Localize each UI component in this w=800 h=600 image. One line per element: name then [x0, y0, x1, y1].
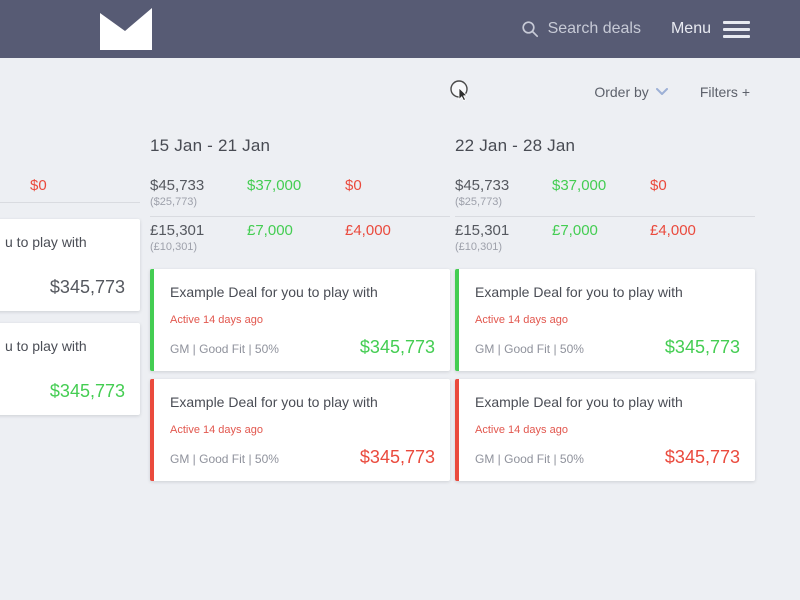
deal-status: Active 14 days ago — [170, 314, 263, 326]
deal-title: u to play with — [5, 338, 87, 354]
stats-divider — [455, 216, 755, 217]
deal-title: Example Deal for you to play with — [170, 394, 378, 410]
menu-button[interactable]: Menu — [671, 20, 750, 38]
stat-total-sub: ($25,773) — [455, 196, 503, 208]
deal-card[interactable]: Example Deal for you to play with Active… — [455, 269, 755, 371]
filters-button[interactable]: Filters + — [700, 84, 750, 100]
search-label: Search deals — [547, 20, 641, 37]
column-stats: $45,733 ($25,773) $37,000 $0 £15,301 (£1… — [150, 178, 450, 253]
stat-total: $45,733 — [455, 177, 510, 194]
week-column-15-21-jan: 15 Jan - 21 Jan $45,733 ($25,773) $37,00… — [150, 136, 450, 489]
deal-value: $345,773 — [49, 381, 125, 401]
deal-card[interactable]: Example Deal for you to play with Active… — [150, 269, 450, 371]
week-title: 22 Jan - 28 Jan — [455, 136, 576, 155]
deal-status: Active 14 days ago — [170, 424, 263, 436]
deal-value: $345,773 — [664, 447, 740, 467]
stat-won: $37,000 — [552, 177, 607, 194]
app-header: Search deals Menu — [0, 0, 800, 58]
deal-meta: GM | Good Fit | 50% — [170, 342, 279, 356]
deal-cards: u to play with $345,773 u to play with $… — [0, 219, 140, 415]
stat-total-sub: (£10,301) — [150, 241, 198, 253]
deal-card[interactable]: Example Deal for you to play with Active… — [150, 379, 450, 481]
deal-meta: GM | Good Fit | 50% — [170, 452, 279, 466]
deal-card[interactable]: Example Deal for you to play with Active… — [455, 379, 755, 481]
order-by-label: Order by — [594, 84, 649, 100]
deal-meta: GM | Good Fit | 50% — [475, 452, 584, 466]
header-actions: Search deals Menu — [521, 0, 750, 58]
chevron-down-icon — [655, 88, 668, 95]
stat-total: £15,301 — [150, 222, 205, 239]
search-deals-button[interactable]: Search deals — [521, 20, 641, 38]
deal-card[interactable]: u to play with $345,773 — [0, 323, 140, 415]
stats-divider — [150, 216, 450, 217]
app-logo[interactable] — [100, 8, 152, 50]
board-toolbar: Order by Filters + — [594, 84, 750, 100]
stat-lost: $0 — [650, 177, 667, 194]
mouse-cursor-icon — [450, 80, 468, 102]
deal-title: Example Deal for you to play with — [475, 394, 683, 410]
week-title: 15 Jan - 21 Jan — [150, 136, 271, 155]
hamburger-icon — [723, 20, 750, 38]
stat-total-sub: (£10,301) — [455, 241, 503, 253]
stat-lost: £4,000 — [345, 222, 391, 239]
deal-cards: Example Deal for you to play with Active… — [150, 269, 450, 481]
deal-meta: GM | Good Fit | 50% — [475, 342, 584, 356]
stat-won: $37,000 — [247, 177, 302, 194]
stat-lost: $0 — [30, 177, 47, 194]
deal-card[interactable]: u to play with $345,773 — [0, 219, 140, 311]
stat-total-sub: ($25,773) — [150, 196, 198, 208]
search-icon — [521, 21, 538, 38]
week-column-previous: $0 u to play with $345,773 u to play wit… — [0, 178, 140, 427]
stat-total: £15,301 — [455, 222, 510, 239]
deal-value: $345,773 — [664, 337, 740, 357]
stats-divider — [0, 202, 140, 203]
order-by-dropdown[interactable]: Order by — [594, 84, 668, 100]
deal-value: $345,773 — [359, 337, 435, 357]
stat-lost: $0 — [345, 177, 362, 194]
deal-value: $345,773 — [359, 447, 435, 467]
stat-won: £7,000 — [247, 222, 293, 239]
week-column-22-28-jan: 22 Jan - 28 Jan $45,733 ($25,773) $37,00… — [455, 136, 755, 489]
deal-value: $345,773 — [49, 277, 125, 297]
column-stats: $0 — [0, 178, 140, 203]
stat-total: $45,733 — [150, 177, 205, 194]
filters-label: Filters + — [699, 84, 750, 100]
deal-status: Active 14 days ago — [475, 424, 568, 436]
menu-label: Menu — [670, 20, 711, 37]
deal-title: Example Deal for you to play with — [475, 284, 683, 300]
column-stats: $45,733 ($25,773) $37,000 $0 £15,301 (£1… — [455, 178, 755, 253]
deal-title: Example Deal for you to play with — [170, 284, 378, 300]
deal-title: u to play with — [5, 234, 87, 250]
deal-cards: Example Deal for you to play with Active… — [455, 269, 755, 481]
stat-won: £7,000 — [552, 222, 598, 239]
deal-status: Active 14 days ago — [475, 314, 568, 326]
stat-lost: £4,000 — [650, 222, 696, 239]
